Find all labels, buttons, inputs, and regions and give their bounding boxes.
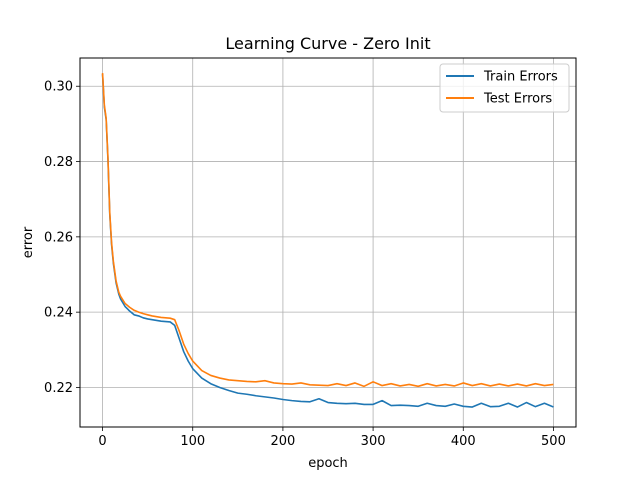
plot-frame <box>79 57 577 428</box>
y-tick-label: 0.24 <box>44 306 73 321</box>
y-tick-label: 0.28 <box>44 155 73 170</box>
legend-label-train: Train Errors <box>483 70 558 85</box>
legend: Train Errors Test Errors <box>439 63 570 113</box>
x-tick-label: 100 <box>180 434 205 449</box>
series-line-train <box>101 74 554 408</box>
y-tick-label: 0.30 <box>44 80 73 95</box>
y-tick-label: 0.26 <box>44 230 73 245</box>
chart-title: Learning Curve - Zero Init <box>225 34 430 53</box>
tick-layer: 0 100 200 300 400 500 0.22 0.24 0.26 0.28 0.30 <box>44 80 566 449</box>
y-axis-title: error <box>21 226 36 258</box>
series-layer <box>101 73 554 408</box>
x-tick-label: 200 <box>270 434 295 449</box>
x-tick-label: 300 <box>361 434 386 449</box>
y-tick-label: 0.22 <box>44 381 73 396</box>
x-axis-title: epoch <box>308 456 348 471</box>
x-tick-label: 400 <box>451 434 476 449</box>
legend-label-test: Test Errors <box>483 92 552 107</box>
x-tick-label: 0 <box>98 434 106 449</box>
series-line-test <box>101 73 554 388</box>
x-tick-label: 500 <box>541 434 566 449</box>
